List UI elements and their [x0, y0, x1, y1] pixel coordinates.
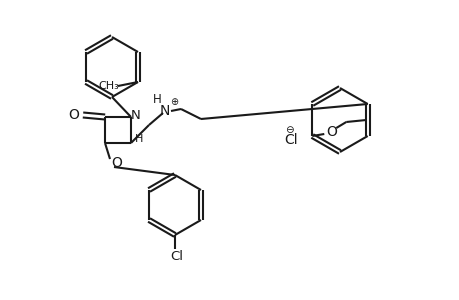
Text: N: N [131, 109, 140, 122]
Text: Cl: Cl [284, 133, 297, 147]
Text: O: O [112, 156, 122, 170]
Text: N: N [159, 104, 170, 118]
Text: O: O [68, 108, 79, 122]
Text: Cl: Cl [170, 250, 183, 263]
Text: CH₃: CH₃ [98, 81, 119, 91]
Text: H: H [134, 134, 143, 144]
Text: ⊖: ⊖ [284, 125, 293, 135]
Text: O: O [325, 125, 336, 139]
Text: ⊕: ⊕ [169, 97, 178, 107]
Text: H: H [152, 92, 161, 106]
